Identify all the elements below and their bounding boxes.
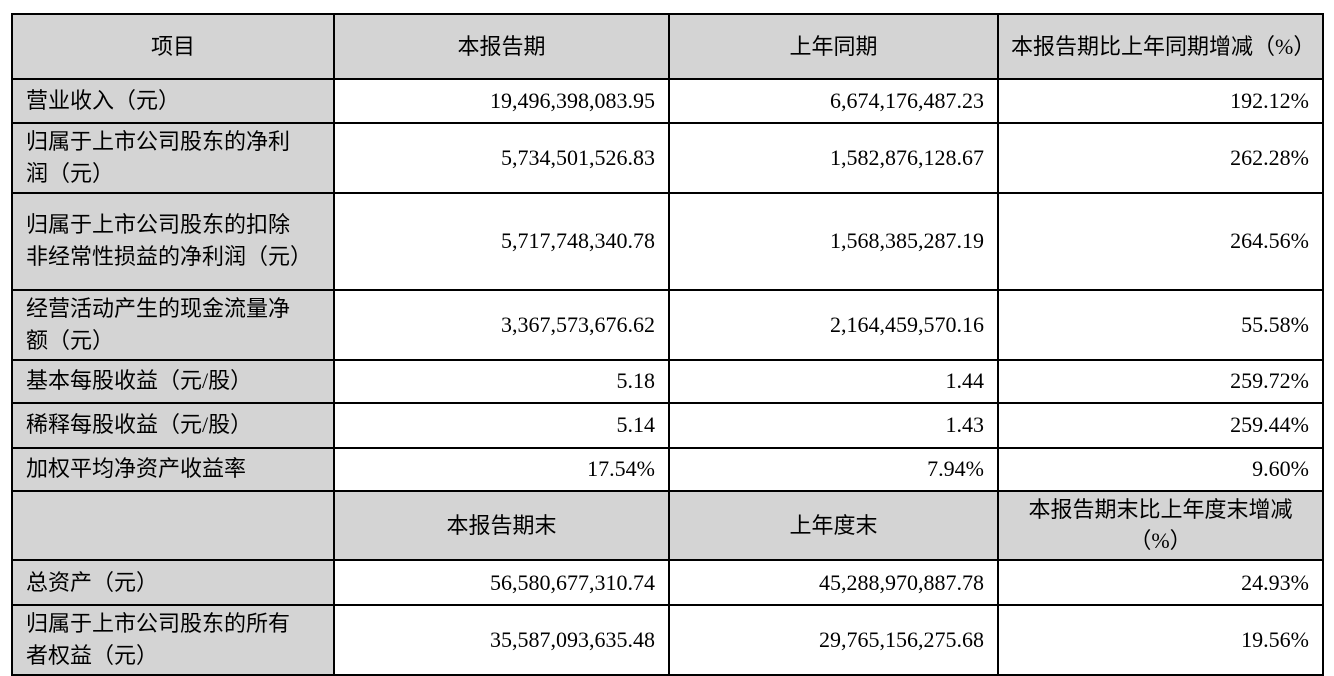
value-prior: 45,288,970,887.78 bbox=[668, 559, 999, 607]
table-row-net-profit-excl-nonrecurring: 归属于上市公司股东的扣除非经常性损益的净利润（元） 5,717,748,340.… bbox=[11, 191, 1324, 291]
table-header-row-period-end: 本报告期末 上年度末 本报告期末比上年度末增减（%） bbox=[11, 489, 1324, 562]
table-row-shareholders-equity: 归属于上市公司股东的所有者权益（元） 35,587,093,635.48 29,… bbox=[11, 604, 1324, 676]
header-item: 项目 bbox=[11, 13, 335, 80]
value-change: 19.56% bbox=[997, 604, 1324, 676]
header-prior-period: 上年同期 bbox=[668, 13, 999, 80]
value-prior: 1.44 bbox=[668, 358, 999, 404]
item-label: 归属于上市公司股东的扣除非经常性损益的净利润（元） bbox=[11, 191, 335, 291]
table-row-basic-eps: 基本每股收益（元/股） 5.18 1.44 259.72% bbox=[11, 358, 1324, 404]
header-item-blank bbox=[11, 489, 335, 562]
header-change-period-end: 本报告期末比上年度末增减（%） bbox=[997, 489, 1324, 562]
value-change: 192.12% bbox=[997, 78, 1324, 124]
table-row-net-profit: 归属于上市公司股东的净利润（元） 5,734,501,526.83 1,582,… bbox=[11, 122, 1324, 194]
value-current: 5,717,748,340.78 bbox=[333, 191, 670, 291]
value-prior: 1,582,876,128.67 bbox=[668, 122, 999, 194]
header-current-period-end: 本报告期末 bbox=[333, 489, 670, 562]
financial-summary-table: 项目 本报告期 上年同期 本报告期比上年同期增减（%） 营业收入（元） 19,4… bbox=[11, 13, 1324, 676]
value-prior: 29,765,156,275.68 bbox=[668, 604, 999, 676]
value-change: 55.58% bbox=[997, 288, 1324, 361]
table-row-total-assets: 总资产（元） 56,580,677,310.74 45,288,970,887.… bbox=[11, 559, 1324, 607]
value-change: 259.44% bbox=[997, 401, 1324, 449]
value-prior: 7.94% bbox=[668, 446, 999, 492]
table-row-weighted-avg-roe: 加权平均净资产收益率 17.54% 7.94% 9.60% bbox=[11, 446, 1324, 492]
table-row-operating-cash-flow: 经营活动产生的现金流量净额（元） 3,367,573,676.62 2,164,… bbox=[11, 288, 1324, 361]
value-change: 259.72% bbox=[997, 358, 1324, 404]
value-prior: 2,164,459,570.16 bbox=[668, 288, 999, 361]
item-label: 营业收入（元） bbox=[11, 78, 335, 124]
item-label: 稀释每股收益（元/股） bbox=[11, 401, 335, 449]
value-current: 3,367,573,676.62 bbox=[333, 288, 670, 361]
value-current: 5.18 bbox=[333, 358, 670, 404]
header-prior-year-end: 上年度末 bbox=[668, 489, 999, 562]
header-change-period: 本报告期比上年同期增减（%） bbox=[997, 13, 1324, 80]
item-label: 基本每股收益（元/股） bbox=[11, 358, 335, 404]
value-change: 264.56% bbox=[997, 191, 1324, 291]
value-change: 24.93% bbox=[997, 559, 1324, 607]
value-current: 5,734,501,526.83 bbox=[333, 122, 670, 194]
value-current: 5.14 bbox=[333, 401, 670, 449]
value-change: 262.28% bbox=[997, 122, 1324, 194]
table-header-row-period: 项目 本报告期 上年同期 本报告期比上年同期增减（%） bbox=[11, 13, 1324, 80]
table-row-diluted-eps: 稀释每股收益（元/股） 5.14 1.43 259.44% bbox=[11, 401, 1324, 449]
item-label: 归属于上市公司股东的净利润（元） bbox=[11, 122, 335, 194]
value-prior: 6,674,176,487.23 bbox=[668, 78, 999, 124]
header-current-period: 本报告期 bbox=[333, 13, 670, 80]
value-prior: 1.43 bbox=[668, 401, 999, 449]
item-label: 总资产（元） bbox=[11, 559, 335, 607]
value-current: 56,580,677,310.74 bbox=[333, 559, 670, 607]
table-row-revenue: 营业收入（元） 19,496,398,083.95 6,674,176,487.… bbox=[11, 78, 1324, 124]
value-current: 17.54% bbox=[333, 446, 670, 492]
item-label: 经营活动产生的现金流量净额（元） bbox=[11, 288, 335, 361]
value-current: 35,587,093,635.48 bbox=[333, 604, 670, 676]
item-label: 加权平均净资产收益率 bbox=[11, 446, 335, 492]
item-label: 归属于上市公司股东的所有者权益（元） bbox=[11, 604, 335, 676]
value-prior: 1,568,385,287.19 bbox=[668, 191, 999, 291]
value-change: 9.60% bbox=[997, 446, 1324, 492]
value-current: 19,496,398,083.95 bbox=[333, 78, 670, 124]
